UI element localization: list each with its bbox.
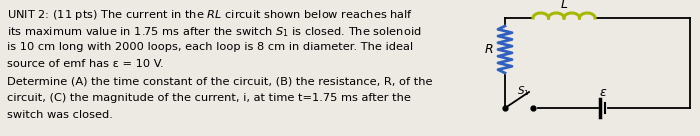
Text: circuit, (C) the magnitude of the current, i, at time t=1.75 ms after the: circuit, (C) the magnitude of the curren… [7, 93, 411, 103]
Text: $L$: $L$ [560, 0, 568, 10]
Text: $\varepsilon$: $\varepsilon$ [598, 86, 607, 98]
Text: UNIT 2: (11 pts) The current in the $RL$ circuit shown below reaches half: UNIT 2: (11 pts) The current in the $RL$… [7, 8, 413, 22]
Text: Determine (A) the time constant of the circuit, (B) the resistance, R, of the: Determine (A) the time constant of the c… [7, 76, 433, 86]
Text: $S_1$: $S_1$ [517, 84, 530, 98]
Text: its maximum value in 1.75 ms after the switch $S_1$ is closed. The solenoid: its maximum value in 1.75 ms after the s… [7, 25, 421, 39]
Text: switch was closed.: switch was closed. [7, 110, 113, 120]
Text: source of emf has ε = 10 V.: source of emf has ε = 10 V. [7, 59, 164, 69]
Text: is 10 cm long with 2000 loops, each loop is 8 cm in diameter. The ideal: is 10 cm long with 2000 loops, each loop… [7, 42, 413, 52]
Text: $R$: $R$ [484, 43, 494, 56]
